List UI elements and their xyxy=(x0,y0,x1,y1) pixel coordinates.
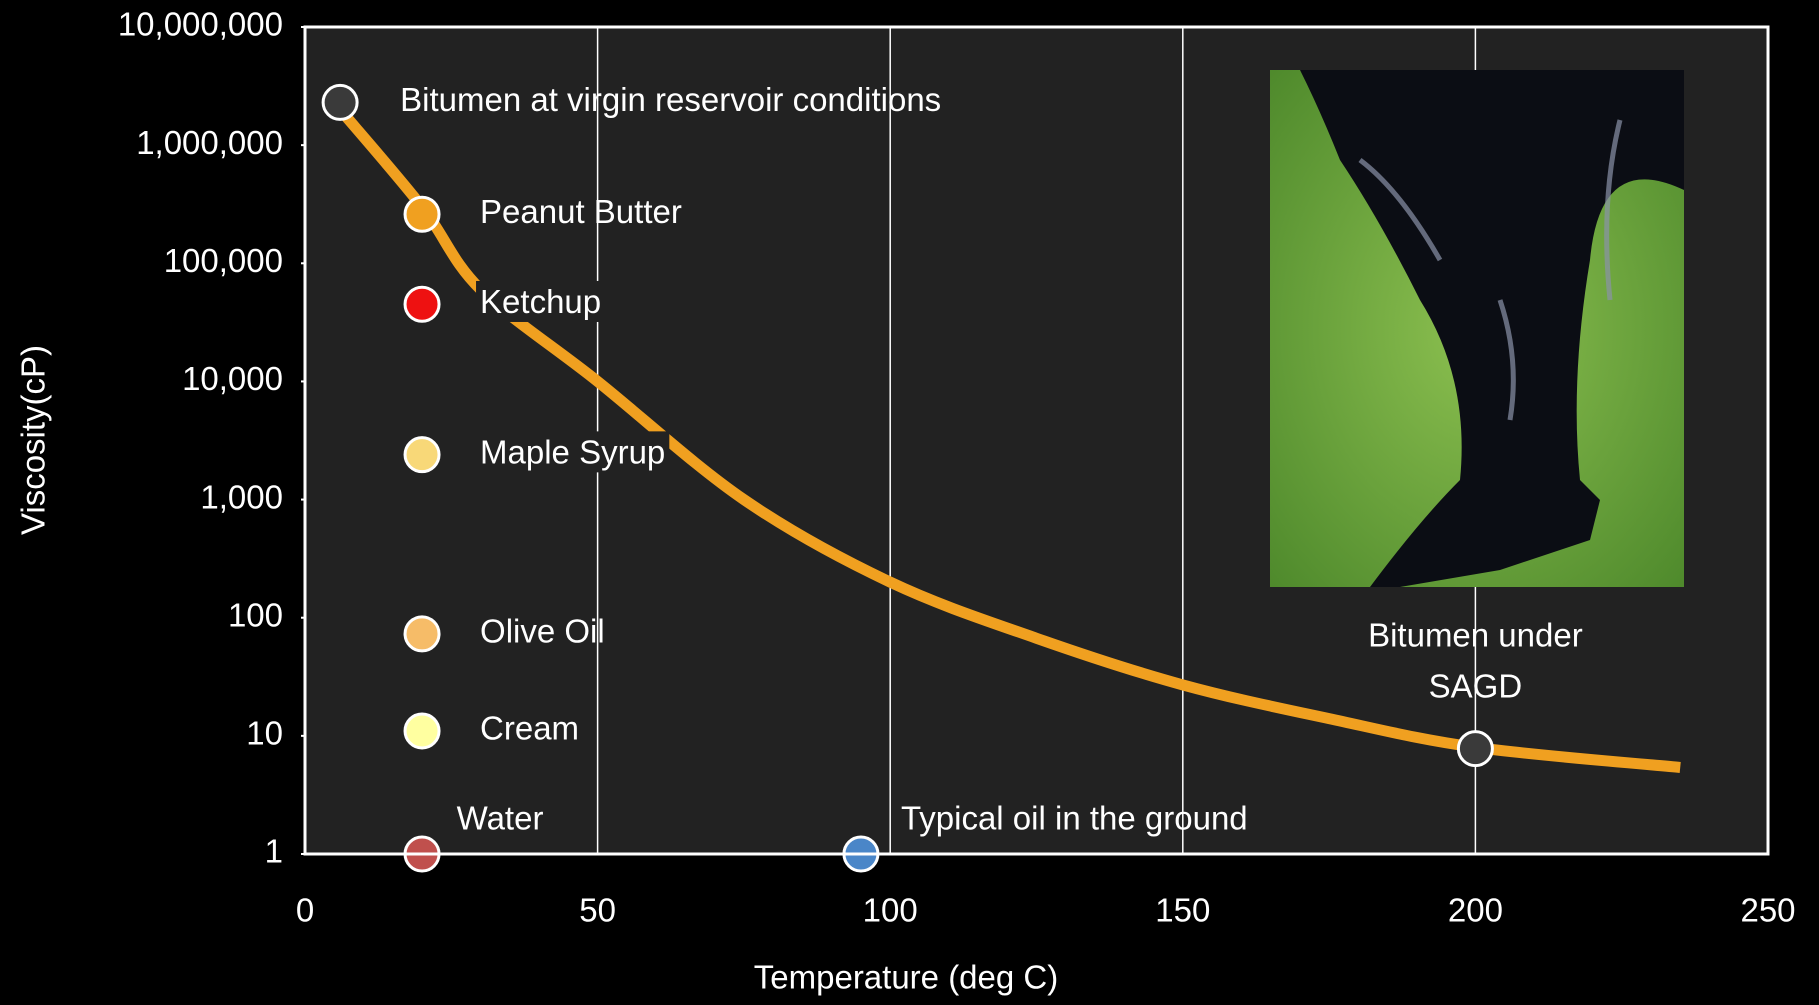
y-tick-label: 100 xyxy=(228,596,283,633)
y-axis-title: Viscosity(cP) xyxy=(15,345,52,535)
bitumen-shape xyxy=(1300,70,1684,587)
point-label: Bitumen at virgin reservoir conditions xyxy=(400,81,941,118)
point-label: Water xyxy=(457,800,544,837)
point-label: Cream xyxy=(480,710,579,747)
y-tick-label: 1,000 xyxy=(200,478,283,515)
x-tick-label: 150 xyxy=(1155,892,1210,929)
y-tick-label: 10,000 xyxy=(182,360,283,397)
x-tick-label: 250 xyxy=(1740,892,1795,929)
point-label: Peanut Butter xyxy=(480,193,682,230)
point-label: Bitumen under xyxy=(1368,616,1583,653)
data-point xyxy=(403,436,441,474)
label-background xyxy=(476,431,670,473)
plot-frame xyxy=(303,25,1770,856)
x-axis-title: Temperature (deg C) xyxy=(754,959,1058,996)
point-label: Typical oil in the ground xyxy=(901,800,1248,837)
x-tick-label: 0 xyxy=(296,892,314,929)
point-label: SAGD xyxy=(1429,667,1523,704)
viscosity-curve xyxy=(335,106,1681,773)
point-label: Olive Oil xyxy=(480,613,605,650)
inset-photo xyxy=(1270,70,1684,587)
data-point xyxy=(1456,730,1494,768)
y-tick-label: 1,000,000 xyxy=(136,124,283,161)
data-point xyxy=(403,195,441,233)
x-tick-label: 200 xyxy=(1448,892,1503,929)
y-tick-label: 10,000,000 xyxy=(118,6,283,43)
x-tick-label: 100 xyxy=(863,892,918,929)
point-label: Maple Syrup xyxy=(480,433,665,470)
data-point xyxy=(403,712,441,750)
point-label: Ketchup xyxy=(480,283,601,320)
bitumen-highlight xyxy=(1358,119,1623,421)
data-point xyxy=(321,83,359,121)
y-tick-label: 10 xyxy=(246,715,283,752)
data-point xyxy=(403,615,441,653)
data-point xyxy=(403,285,441,323)
y-tick-label: 100,000 xyxy=(164,242,283,279)
x-tick-label: 50 xyxy=(579,892,616,929)
y-tick-label: 1 xyxy=(265,833,283,870)
label-background xyxy=(476,280,606,322)
